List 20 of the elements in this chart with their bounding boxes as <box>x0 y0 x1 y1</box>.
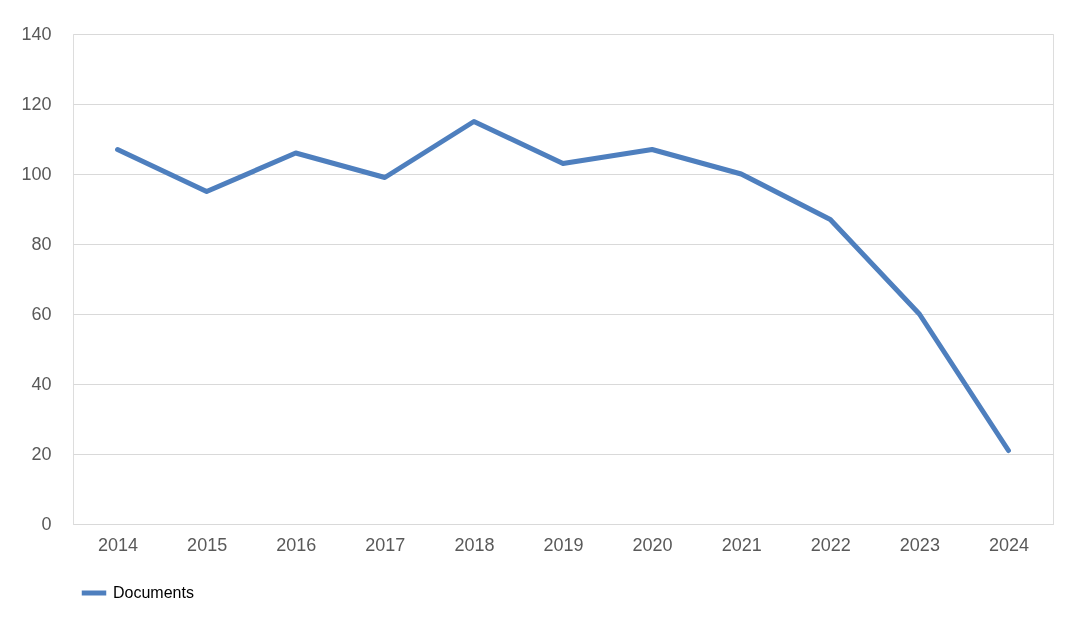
legend-label: Documents <box>113 584 194 601</box>
x-tick-label: 2024 <box>988 534 1029 555</box>
y-tick-label: 20 <box>31 443 52 464</box>
x-tick-label: 2016 <box>276 534 317 555</box>
x-tick-label: 2021 <box>721 534 762 555</box>
y-tick-label: 40 <box>31 373 52 394</box>
x-tick-label: 2022 <box>810 534 851 555</box>
x-tick-label: 2018 <box>454 534 495 555</box>
y-tick-label: 0 <box>41 513 52 534</box>
x-tick-label: 2014 <box>98 534 139 555</box>
x-tick-label: 2023 <box>899 534 940 555</box>
x-tick-label: 2019 <box>543 534 584 555</box>
y-tick-label: 60 <box>31 303 52 324</box>
x-tick-label: 2020 <box>632 534 673 555</box>
y-tick-label: 140 <box>21 23 52 44</box>
x-tick-label: 2015 <box>187 534 228 555</box>
y-tick-label: 80 <box>31 233 52 254</box>
y-tick-label: 120 <box>21 93 52 114</box>
x-tick-label: 2017 <box>365 534 406 555</box>
y-tick-label: 100 <box>21 163 52 184</box>
